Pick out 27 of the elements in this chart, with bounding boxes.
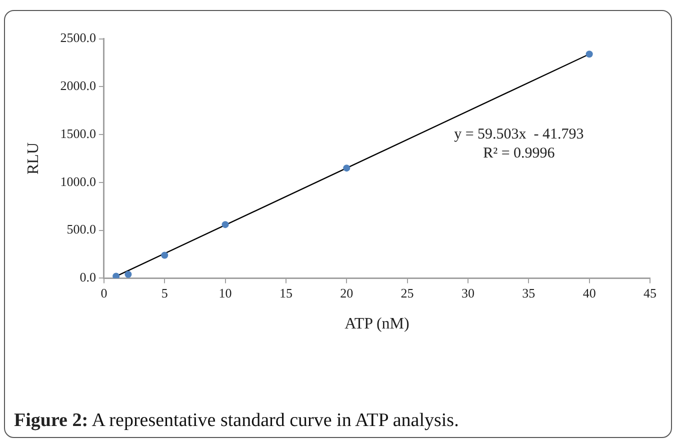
y-tick-label: 2500.0 xyxy=(60,30,96,46)
point xyxy=(112,272,120,278)
point xyxy=(343,164,350,172)
y-tick-label: 2000.0 xyxy=(60,78,96,94)
text: Figure 2: A representative standard curve in ATP analysis. xyxy=(14,410,459,431)
point xyxy=(222,221,229,228)
y-tick-label: 1000.0 xyxy=(60,174,96,189)
point xyxy=(124,270,132,278)
annotation: R² = 0.9996 xyxy=(483,145,556,162)
x-tick-label: 20 xyxy=(340,285,354,300)
x-tick-label: 15 xyxy=(279,285,292,300)
x-tick-label: 45 xyxy=(644,285,656,300)
x-tick-label: 5 xyxy=(161,285,168,300)
annotation: y = 59.503x - 41.793 xyxy=(454,126,584,142)
y-tick-label: 500.0 xyxy=(66,222,96,237)
x-tick-label: 25 xyxy=(400,285,414,300)
x-tick-label: 0 xyxy=(100,285,108,300)
x-tick-label: 30 xyxy=(461,285,474,300)
y-tick-label: 1500.0 xyxy=(60,126,96,141)
x-tick-label: 35 xyxy=(522,285,536,300)
point xyxy=(161,252,168,259)
y-tick-label: 0.0 xyxy=(80,270,96,285)
x-axis-title: ATP (nM) xyxy=(344,316,410,333)
y-axis-title: RLU xyxy=(24,142,42,174)
x-tick-label: 40 xyxy=(582,285,596,300)
x-tick-label: 10 xyxy=(218,285,232,300)
point xyxy=(586,50,593,58)
